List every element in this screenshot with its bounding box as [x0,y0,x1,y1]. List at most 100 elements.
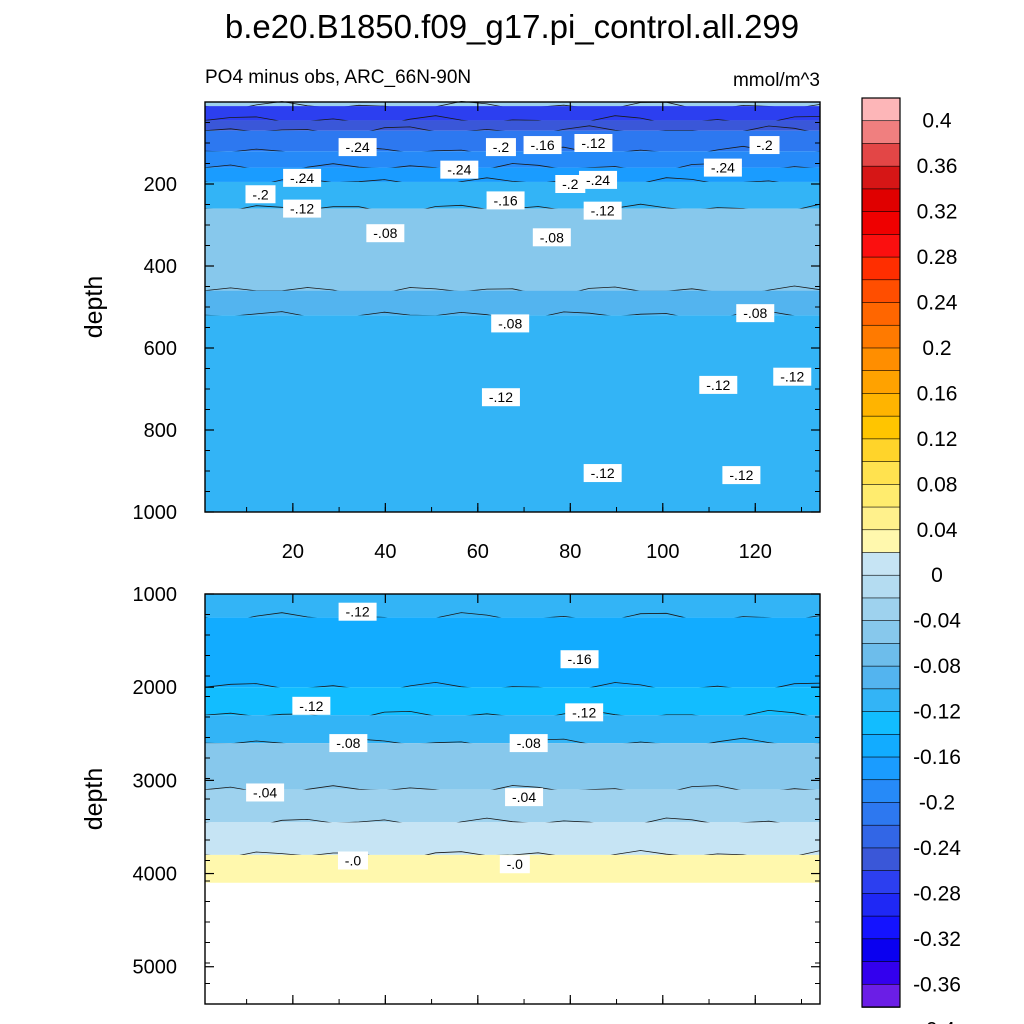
contour-label: -.12 [780,369,804,385]
colorbar-swatch [861,120,901,145]
contour-label-bg [486,191,525,210]
contour-label: -.08 [743,305,767,321]
contour-band [205,102,820,107]
contour-label: -.12 [346,604,370,620]
colorbar-swatch [861,620,901,645]
contour-label: -.12 [729,467,753,483]
colorbar-label: 0.24 [917,292,958,315]
y-tick-label: 400 [144,256,177,278]
contour-label-bg [283,199,322,218]
contour-label: -.08 [373,225,397,241]
subtitle-right: mmol/m^3 [733,70,820,91]
contour-label: -.2 [493,139,510,155]
colorbar-label: -0.32 [913,928,961,951]
contour-label-bg [699,375,738,394]
colorbar-swatch [861,733,901,758]
y-tick-label: 200 [144,174,177,196]
contour-label: -.24 [711,160,735,176]
colorbar-swatch [861,370,901,395]
contour-label-bg [703,158,742,177]
contour-label-bg [245,185,276,204]
contour-label: -.08 [540,229,564,245]
contour-label-bg [736,304,775,323]
colorbar-label: -0.2 [919,791,955,814]
x-tick-label: 100 [646,541,679,563]
contour-band [205,290,820,316]
contour-label-bg [505,788,544,807]
colorbar-swatch [861,438,901,463]
contour-label: -.12 [299,698,323,714]
colorbar-swatch [861,506,901,531]
colorbar-swatch [861,961,901,986]
colorbar-swatch [861,165,901,190]
colorbar-label: 0 [931,564,943,587]
y-tick-label: 5000 [133,957,178,979]
contour-band [205,106,820,121]
colorbar-swatch [861,393,901,417]
colorbar-label: 0.36 [917,155,958,178]
colorbar-swatch [861,802,901,826]
contour-label: -.12 [572,704,596,720]
contour-label-bg [773,367,812,386]
contour-label-bg [246,783,285,802]
contour-label: -.12 [489,389,513,405]
y-tick-label: 600 [144,338,177,360]
contour-label: -.12 [706,377,730,393]
colorbar-swatch [861,415,901,440]
panel-lower: 1000 2000 3000 4000 5000 depth -.12 -.16 -.12 -.1… [80,584,821,1005]
contour-label-bg [565,703,604,722]
colorbar-swatch [861,870,901,895]
contour-label: -.0 [345,853,362,869]
colorbar-swatch [861,756,901,781]
colorbar-label: -0.28 [913,882,961,905]
contour-line [204,785,821,795]
colorbar-swatch [861,779,901,804]
contour-label: -.2 [252,186,269,202]
colorbar-swatch [861,847,901,872]
colorbar-swatch [861,597,901,622]
y-tick-label: 1000 [133,584,178,606]
contour-label-bg [749,136,780,155]
contour-label-bg [481,388,520,407]
contour-label: -.08 [336,735,360,751]
contour-label: -.16 [530,137,554,153]
colorbar-label: -0.36 [913,973,961,996]
subtitle-left: PO4 minus obs, ARC_66N-90N [205,67,471,88]
colorbar-label: 0.28 [917,246,958,269]
contour-label-bg [532,228,571,247]
colorbar-swatch [861,143,901,167]
colorbar-swatch [861,234,901,258]
contour-label-bg [722,466,761,485]
contour-label-bg [338,138,377,157]
contour-label: -.2 [756,137,773,153]
contour-label-bg [366,224,405,243]
colorbar-swatch [861,983,901,1008]
colorbar-swatch [861,824,901,849]
contour-label: -.08 [498,315,522,331]
contour-label: -.12 [290,201,314,217]
contour-band [205,315,820,512]
contour-label-bg [499,855,530,874]
colorbar-swatch [861,461,901,486]
contour-label: -.12 [581,135,605,151]
colorbar-swatch [861,324,901,349]
colorbar-swatch [861,915,901,940]
contour-label-bg [555,175,586,193]
contour-label: -.16 [494,192,518,208]
contour-label: -.24 [586,172,610,188]
colorbar-label: -0.04 [913,610,961,633]
x-tick-label: 20 [282,541,304,563]
colorbar-label: 0.08 [917,473,958,496]
contour-label: -.0 [507,856,524,872]
contour-label: -.16 [567,651,591,667]
contour-band [205,594,820,618]
contour-band [205,822,820,855]
contour-band [205,617,820,688]
contour-label-bg [583,201,622,220]
x-tick-label: 120 [739,541,772,563]
colorbar-label: 0.2 [922,337,951,360]
y-tick-label: 3000 [133,770,178,792]
y-tick-label: 1000 [133,502,178,524]
colorbar-label: 0.32 [917,201,958,224]
